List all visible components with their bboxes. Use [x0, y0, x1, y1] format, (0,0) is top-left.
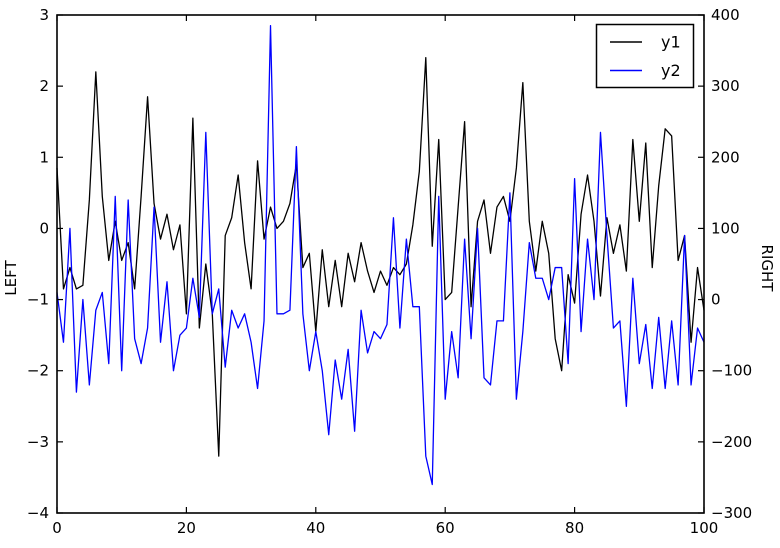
ticks-group — [56, 14, 705, 514]
plot-border — [56, 14, 705, 514]
series-group — [56, 25, 705, 486]
x-tick-label: 0 — [52, 519, 62, 537]
legend-box — [595, 23, 695, 89]
right-tick-label: 100 — [711, 219, 740, 237]
legend-label-y2: y2 — [661, 61, 681, 80]
series-line-y1 — [56, 57, 705, 457]
x-tick-label: 100 — [690, 519, 719, 537]
left-tick-label: −1 — [27, 291, 49, 309]
x-tick-label: 40 — [306, 519, 325, 537]
left-tick-label: −4 — [27, 504, 49, 522]
right-tick-label: 300 — [711, 77, 740, 95]
left-tick-label: −3 — [27, 433, 49, 451]
legend-label-y1: y1 — [661, 33, 681, 52]
x-tick-label: 60 — [436, 519, 455, 537]
left-tick-label: −2 — [27, 362, 49, 380]
right-axis-title: RIGHT — [758, 245, 776, 293]
left-axis-title: LEFT — [2, 259, 20, 295]
left-tick-label: 0 — [39, 219, 49, 237]
left-tick-label: 1 — [39, 148, 49, 166]
right-tick-label: −100 — [711, 362, 752, 380]
x-tick-label: 80 — [565, 519, 584, 537]
right-tick-label: 200 — [711, 148, 740, 166]
tick-labels-group: 0 20 40 60 80 100 3 2 1 0 −1 −2 −3 −4 400 300 200 100 0 −10… — [27, 6, 752, 537]
left-tick-label: 2 — [39, 77, 49, 95]
right-tick-label: −200 — [711, 433, 752, 451]
legend: y1 y2 — [595, 23, 695, 89]
x-tick-label: 20 — [177, 519, 196, 537]
right-tick-label: 0 — [711, 291, 721, 309]
left-tick-label: 3 — [39, 6, 49, 24]
right-tick-label: 400 — [711, 6, 740, 24]
series-line-y2 — [56, 25, 705, 486]
right-tick-label: −300 — [711, 504, 752, 522]
